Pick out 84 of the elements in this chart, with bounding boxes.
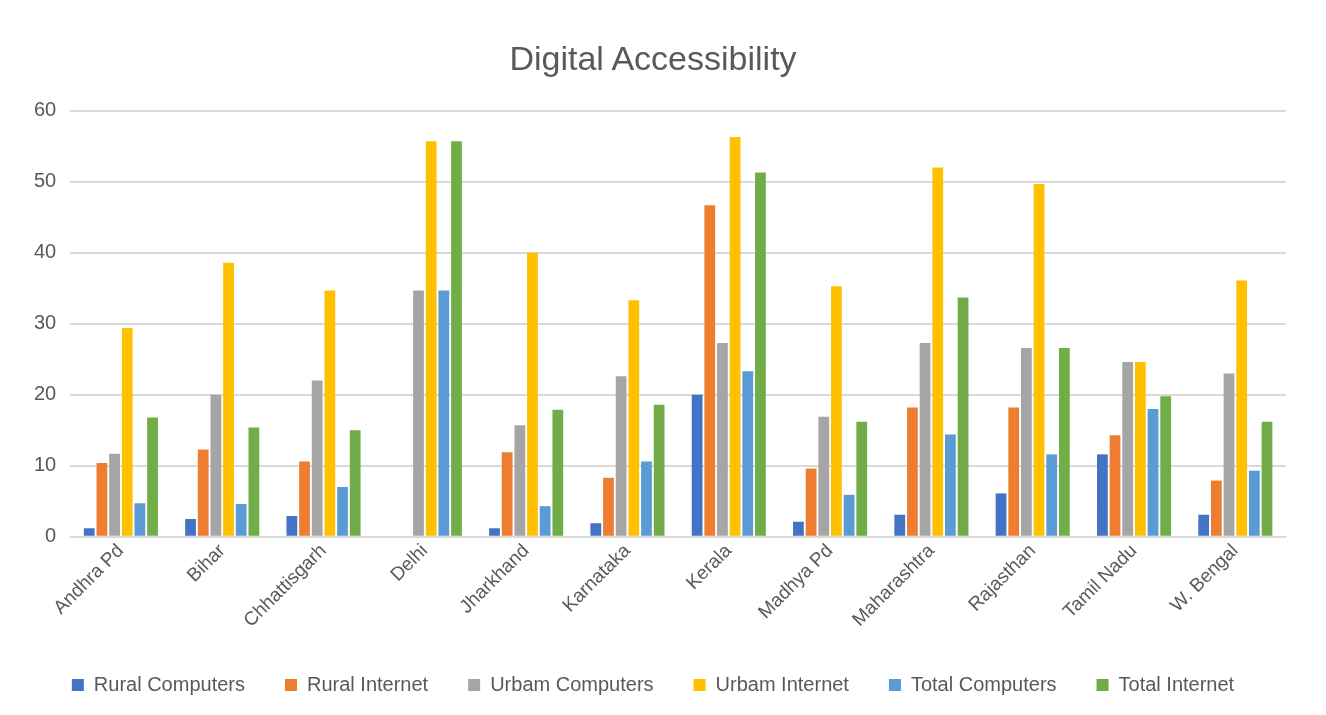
bar [1109, 435, 1121, 536]
bar [1236, 280, 1248, 536]
bar [185, 518, 196, 536]
bar [755, 172, 766, 536]
bar [628, 300, 640, 536]
legend-label: Urbam Computers [490, 672, 654, 695]
bar [1096, 454, 1108, 536]
bar [615, 376, 627, 536]
bar [894, 514, 906, 536]
y-tick-label: 50 [34, 169, 57, 192]
bar [552, 409, 564, 536]
bar [235, 504, 247, 536]
bar [995, 493, 1007, 536]
legend-label: Total Internet [1118, 672, 1235, 695]
bar [286, 516, 298, 536]
y-tick-label: 0 [45, 524, 57, 547]
bar [425, 141, 437, 536]
y-tick-label: 30 [34, 311, 57, 334]
bar [337, 487, 348, 536]
bar [1021, 347, 1032, 536]
legend-label: Rural Internet [306, 672, 429, 695]
bar [919, 342, 931, 536]
bar [641, 461, 652, 536]
bar [134, 503, 146, 536]
bar [1046, 454, 1058, 536]
bar [489, 528, 500, 536]
bar [603, 477, 614, 536]
y-tick-label: 40 [34, 240, 57, 263]
bar [539, 506, 551, 536]
bar [248, 427, 260, 536]
bar [818, 416, 830, 536]
bar [1122, 362, 1134, 536]
bar [324, 290, 336, 536]
bar [451, 141, 462, 536]
y-tick-label: 60 [34, 98, 57, 121]
bar [1033, 183, 1045, 536]
bar [413, 290, 424, 536]
y-tick-label: 20 [34, 382, 57, 405]
bar [691, 394, 703, 536]
legend-label: Urbam Internet [715, 672, 850, 695]
legend-label: Rural Computers [93, 672, 245, 695]
bar [438, 290, 450, 536]
bar [147, 417, 158, 536]
bar [793, 521, 804, 536]
bar [805, 468, 817, 536]
bar [932, 167, 944, 536]
bar [349, 430, 361, 536]
bar [1210, 480, 1222, 536]
bar [1008, 407, 1020, 536]
bar [514, 425, 526, 536]
chart-title: Digital Accessibility [509, 38, 797, 77]
bar [717, 342, 728, 536]
bar [210, 394, 222, 536]
bar [501, 452, 513, 536]
bar [299, 461, 310, 536]
bar [704, 205, 716, 536]
bar [957, 297, 969, 536]
bar [96, 462, 108, 536]
bar [197, 449, 209, 536]
bar [653, 404, 665, 536]
bar [1059, 347, 1070, 536]
bar [729, 137, 741, 536]
bar [1160, 396, 1172, 536]
bar [1223, 373, 1235, 536]
bar [1261, 421, 1273, 536]
bar [1198, 514, 1210, 536]
bar [83, 528, 95, 536]
y-tick-label: 10 [34, 453, 57, 476]
bar [856, 421, 868, 536]
bar [1134, 362, 1146, 536]
bar [1147, 408, 1159, 536]
bar [831, 286, 842, 536]
bar [945, 434, 956, 536]
bar [742, 371, 754, 536]
bar [843, 494, 855, 536]
bar [121, 328, 133, 536]
bar [907, 407, 918, 536]
bar [527, 252, 538, 536]
bar [109, 453, 120, 536]
bar [223, 262, 234, 536]
legend-label: Total Computers [910, 672, 1057, 695]
bar [1248, 470, 1260, 536]
bar [311, 380, 323, 536]
bar [590, 523, 602, 536]
